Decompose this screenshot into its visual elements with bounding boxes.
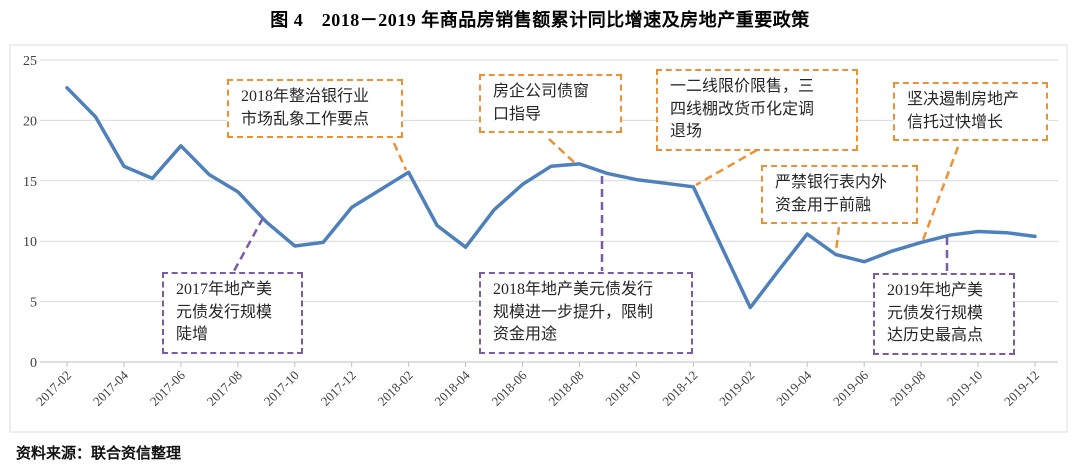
annotation-policy-price-sale-limits-shantytown: 一二线限价限售，三 四线棚改货币化定调 退场 — [656, 69, 858, 152]
source-note: 资料来源：联合资信整理 — [16, 446, 182, 462]
annotation-policy-corporate-bond-window-guidance: 房企公司债窗 口指导 — [479, 74, 622, 134]
chart-title: 图 4 2018－2019 年商品房销售额累计同比增速及房地产重要政策 — [270, 10, 810, 30]
annotation-policy-ban-bank-front-financing: 严禁银行表内外 资金用于前融 — [761, 165, 918, 225]
svg-text:15: 15 — [23, 175, 37, 190]
annotation-policy-2018-bank-rectification: 2018年整治银行业 市场乱象工作要点 — [227, 79, 403, 139]
svg-text:0: 0 — [30, 356, 37, 371]
svg-text:20: 20 — [23, 114, 37, 129]
annotation-usd-bond-2017-surge: 2017年地产美 元债发行规模 陡增 — [162, 272, 303, 355]
annotation-usd-bond-2018-increase: 2018年地产美元债发行 规模进一步提升，限制 资金用途 — [479, 272, 693, 355]
svg-text:25: 25 — [23, 54, 37, 69]
svg-text:10: 10 — [23, 235, 37, 250]
annotation-policy-curb-real-estate-trust: 坚决遏制房地产 信托过快增长 — [893, 82, 1048, 142]
svg-text:5: 5 — [30, 296, 37, 311]
annotation-usd-bond-2019-record: 2019年地产美 元债发行规模 达历史最高点 — [873, 273, 1015, 356]
